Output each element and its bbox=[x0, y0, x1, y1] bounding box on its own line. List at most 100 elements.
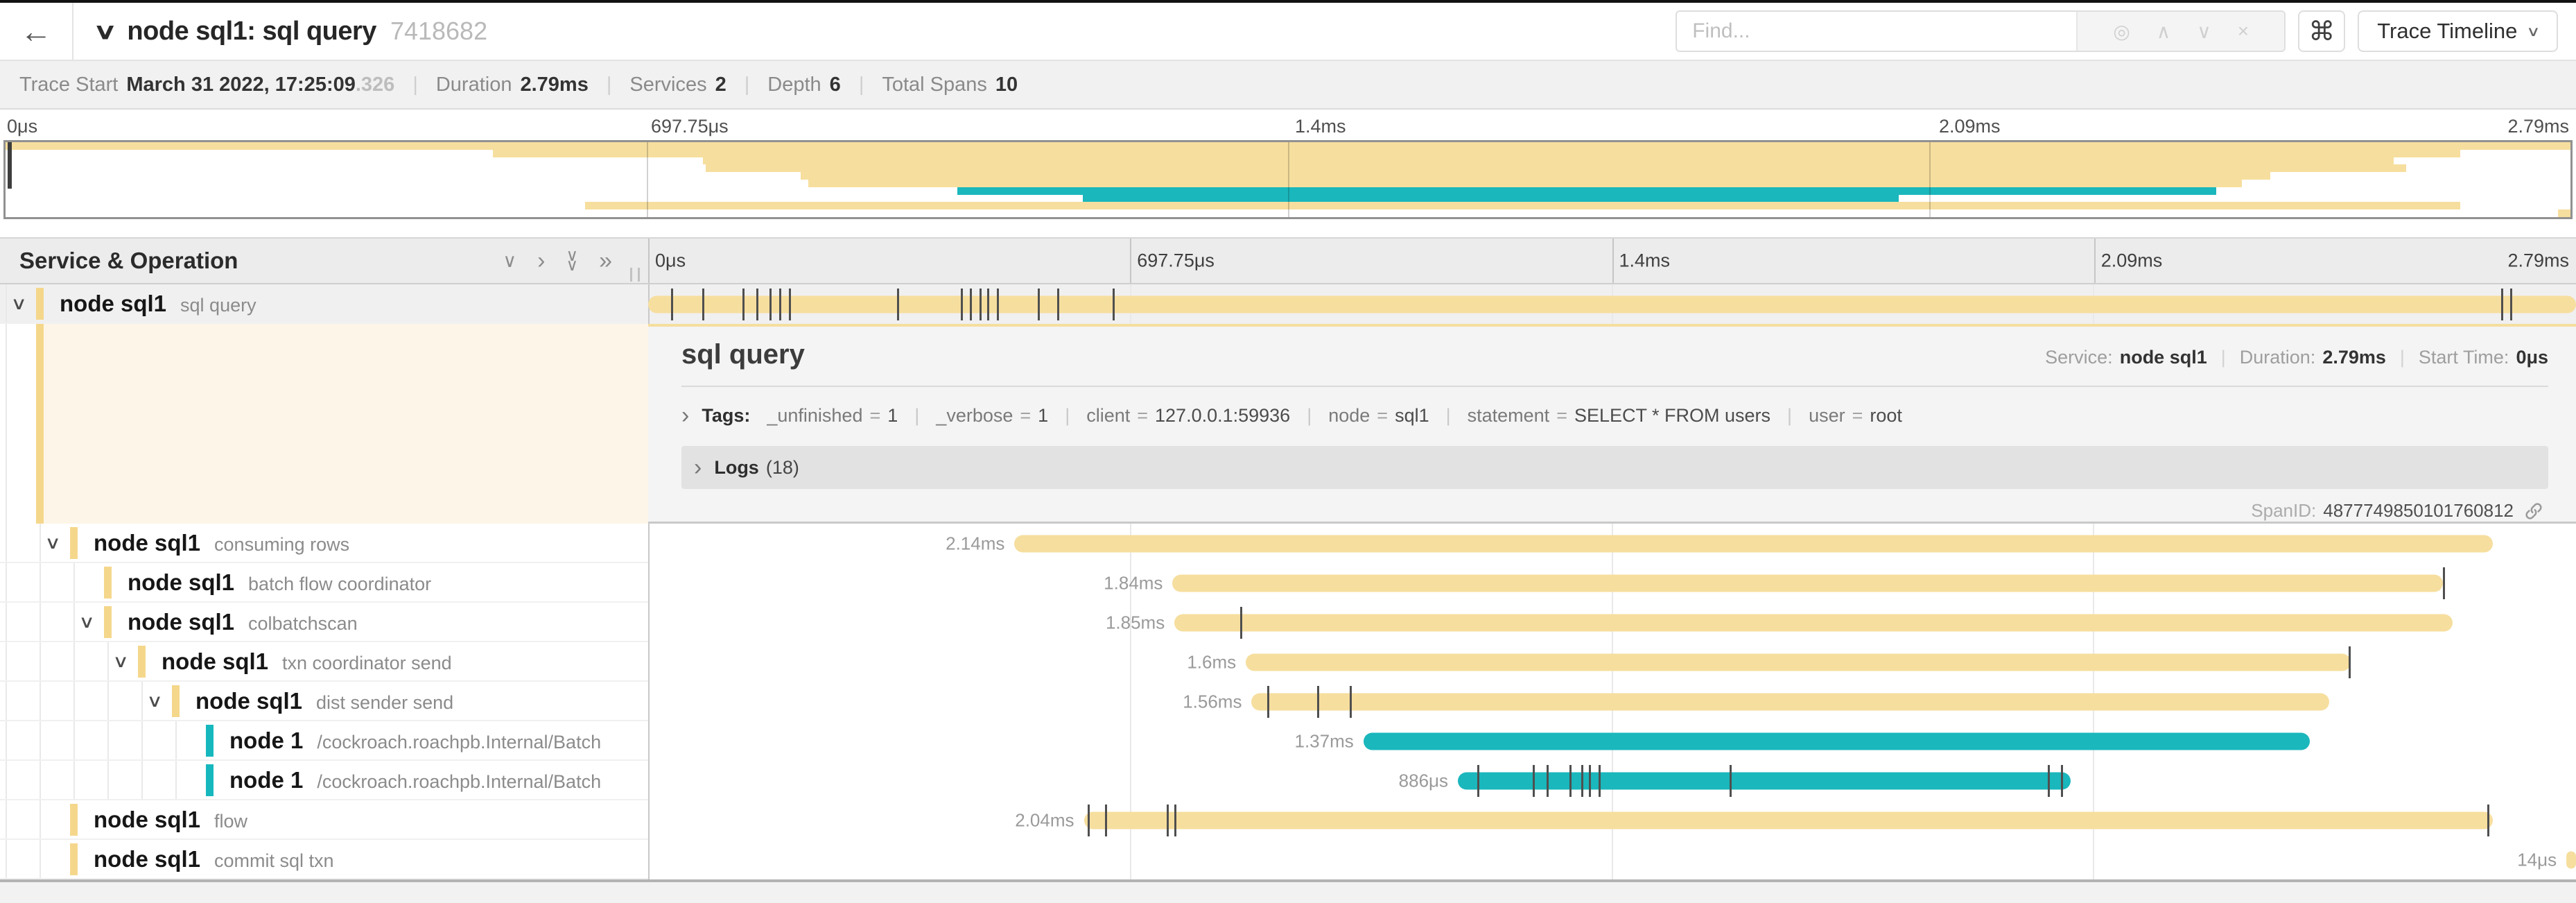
keyboard-shortcuts-button[interactable]: ⌘ bbox=[2298, 10, 2346, 52]
indent-guide bbox=[6, 563, 7, 601]
locate-icon[interactable]: ◎ bbox=[2113, 20, 2130, 42]
tags-row[interactable]: › Tags: _unfinished = 1 | _verbose = 1 | client =… bbox=[681, 402, 2548, 429]
chevron-right-icon[interactable]: › bbox=[681, 402, 690, 429]
indent-guide bbox=[73, 682, 75, 720]
span-detail-meta: Service: node sql1 | Duration: 2.79ms | Start … bbox=[2045, 347, 2548, 368]
collapse-all-right-icon[interactable]: › bbox=[537, 247, 546, 274]
chevron-down-icon[interactable]: ∨ bbox=[44, 533, 62, 553]
minimap-scrubber-handle[interactable] bbox=[8, 142, 12, 189]
span-bar[interactable] bbox=[1014, 535, 2494, 552]
span-bar-cell[interactable]: 1.84ms bbox=[648, 563, 2576, 603]
span-tree-cell[interactable]: node sql1 commit sql txn bbox=[0, 840, 648, 879]
column-resizer-grip[interactable] bbox=[630, 268, 640, 282]
separator: | bbox=[1445, 405, 1451, 426]
span-bar-cell[interactable]: 1.56ms bbox=[648, 682, 2576, 721]
indent-guide bbox=[6, 761, 7, 799]
chevron-down-icon[interactable]: ∨ bbox=[78, 612, 96, 632]
service-name: node sql1 bbox=[94, 806, 201, 832]
logs-row[interactable]: › Logs (18) bbox=[681, 446, 2548, 489]
span-bar-cell[interactable] bbox=[648, 284, 2576, 324]
span-color-strip bbox=[70, 843, 78, 875]
separator: | bbox=[744, 73, 750, 96]
span-detail-accent-bar[interactable] bbox=[648, 324, 2576, 327]
span-row[interactable]: ∨ node sql1 dist sender send 1.56ms bbox=[0, 682, 2576, 721]
detail-divider bbox=[681, 386, 2548, 387]
ruler-tick-label: 697.75μs bbox=[1137, 250, 1215, 271]
span-row[interactable]: node sql1 commit sql txn 14μs bbox=[0, 840, 2576, 879]
minimap-time-labels: 0μs 697.75μs 1.4ms 2.09ms 2.79ms bbox=[0, 110, 2576, 140]
minimap-tick-label: 1.4ms bbox=[1295, 116, 1346, 137]
span-bar[interactable] bbox=[1172, 574, 2444, 592]
span-bar-cell[interactable]: 886μs bbox=[648, 761, 2576, 800]
span-bar[interactable] bbox=[1174, 614, 2453, 631]
trace-title-group[interactable]: ∨ node sql1: sql query 7418682 bbox=[93, 17, 487, 46]
span-bar[interactable] bbox=[1084, 811, 2494, 829]
ruler-tick-label: 2.79ms bbox=[2507, 250, 2569, 271]
span-bar[interactable] bbox=[1458, 772, 2071, 789]
span-tree-cell[interactable]: ∨ node sql1 colbatchscan bbox=[0, 603, 648, 642]
expand-all-down-icon[interactable]: ∨ ∨ bbox=[566, 246, 579, 275]
span-bar[interactable] bbox=[2566, 851, 2576, 868]
span-row[interactable]: ∨ node sql1 sql query bbox=[0, 284, 2576, 324]
prev-result-icon[interactable]: ∧ bbox=[2156, 20, 2171, 42]
log-marker-tick bbox=[980, 288, 982, 320]
span-duration-label: 2.14ms bbox=[946, 533, 1005, 553]
separator: | bbox=[1065, 405, 1070, 426]
span-duration-label: 1.6ms bbox=[1187, 651, 1237, 672]
span-bar-cell[interactable]: 14μs bbox=[648, 840, 2576, 879]
span-duration-label: 1.37ms bbox=[1294, 730, 1354, 751]
span-tree-cell[interactable]: ∨ node sql1 consuming rows bbox=[0, 524, 648, 563]
span-bar[interactable] bbox=[1251, 693, 2330, 710]
span-row[interactable]: node sql1 flow 2.04ms bbox=[0, 800, 2576, 840]
chevron-down-icon[interactable]: ∨ bbox=[112, 651, 130, 671]
header-controls: Find... ◎ ∧ ∨ × ⌘ Trace Timeline ∨ bbox=[1676, 10, 2558, 52]
span-row[interactable]: node sql1 batch flow coordinator 1.84ms bbox=[0, 563, 2576, 603]
separator: | bbox=[2220, 347, 2226, 368]
span-row[interactable]: ∨ node sql1 colbatchscan 1.85ms bbox=[0, 603, 2576, 642]
span-row[interactable]: node 1/cockroach.roachpb.Internal/Batch 8… bbox=[0, 761, 2576, 800]
copy-link-icon[interactable] bbox=[2523, 501, 2544, 522]
span-bar[interactable] bbox=[1246, 653, 2351, 671]
trace-view-selector[interactable]: Trace Timeline ∨ bbox=[2358, 10, 2558, 52]
span-bar[interactable] bbox=[648, 295, 2576, 313]
span-bar-cell[interactable]: 2.04ms bbox=[648, 800, 2576, 840]
clear-search-icon[interactable]: × bbox=[2237, 20, 2249, 42]
span-id-label: SpanID: bbox=[2251, 500, 2317, 521]
indent-guide bbox=[73, 563, 75, 601]
span-row[interactable]: ∨ node sql1 consuming rows 2.14ms bbox=[0, 524, 2576, 563]
expanded-row-highlight bbox=[44, 324, 648, 524]
span-tree-cell[interactable]: node 1/cockroach.roachpb.Internal/Batch bbox=[0, 761, 648, 800]
minimap-gridline bbox=[1929, 142, 1931, 217]
span-bar-cell[interactable]: 1.85ms bbox=[648, 603, 2576, 642]
span-tree-cell[interactable]: ∨ node sql1 sql query bbox=[0, 284, 648, 324]
indent-guide bbox=[40, 603, 41, 641]
find-input[interactable]: Find... bbox=[1677, 12, 2076, 51]
indent-guide bbox=[107, 721, 109, 759]
collapse-all-down-icon[interactable]: ∨ bbox=[503, 250, 517, 271]
back-button[interactable]: ← bbox=[0, 3, 73, 60]
collapse-trace-icon[interactable]: ∨ bbox=[93, 19, 118, 44]
span-tree-cell[interactable]: ∨ node sql1 txn coordinator send bbox=[0, 642, 648, 682]
log-marker-tick bbox=[1113, 288, 1115, 320]
span-row[interactable]: node 1/cockroach.roachpb.Internal/Batch 1… bbox=[0, 721, 2576, 761]
expand-all-right-icon[interactable]: » bbox=[599, 247, 612, 274]
span-tree-cell[interactable]: node 1/cockroach.roachpb.Internal/Batch bbox=[0, 721, 648, 761]
log-marker-tick bbox=[1533, 764, 1535, 797]
chevron-down-icon[interactable]: ∨ bbox=[146, 691, 164, 711]
minimap-canvas[interactable] bbox=[3, 140, 2573, 219]
span-bar-cell[interactable]: 1.37ms bbox=[648, 721, 2576, 761]
service-name: node 1 bbox=[229, 727, 304, 753]
chevron-down-icon[interactable]: ∨ bbox=[10, 293, 28, 313]
tag-equals: = bbox=[869, 405, 881, 426]
next-result-icon[interactable]: ∨ bbox=[2197, 20, 2211, 42]
span-tree-cell[interactable]: node sql1 flow bbox=[0, 800, 648, 840]
span-bar-cell[interactable]: 2.14ms bbox=[648, 524, 2576, 563]
span-name: node sql1 commit sql txn bbox=[94, 846, 334, 872]
span-tree-cell[interactable]: node sql1 batch flow coordinator bbox=[0, 563, 648, 603]
indent-guide bbox=[6, 603, 7, 641]
span-bar[interactable] bbox=[1363, 732, 2310, 750]
span-tree-cell[interactable]: ∨ node sql1 dist sender send bbox=[0, 682, 648, 721]
span-row[interactable]: ∨ node sql1 txn coordinator send 1.6ms bbox=[0, 642, 2576, 682]
span-bar-cell[interactable]: 1.6ms bbox=[648, 642, 2576, 682]
indent-guide bbox=[6, 284, 7, 322]
